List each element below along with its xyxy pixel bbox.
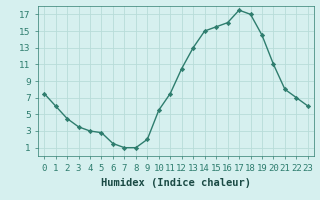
- X-axis label: Humidex (Indice chaleur): Humidex (Indice chaleur): [101, 178, 251, 188]
